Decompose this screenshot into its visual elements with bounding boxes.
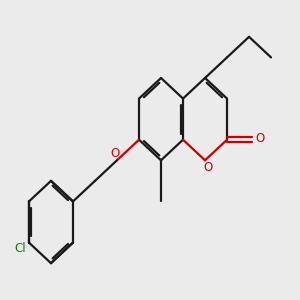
Text: O: O — [110, 147, 119, 160]
Text: O: O — [255, 132, 265, 145]
Text: O: O — [203, 161, 213, 174]
Text: Cl: Cl — [14, 242, 26, 255]
